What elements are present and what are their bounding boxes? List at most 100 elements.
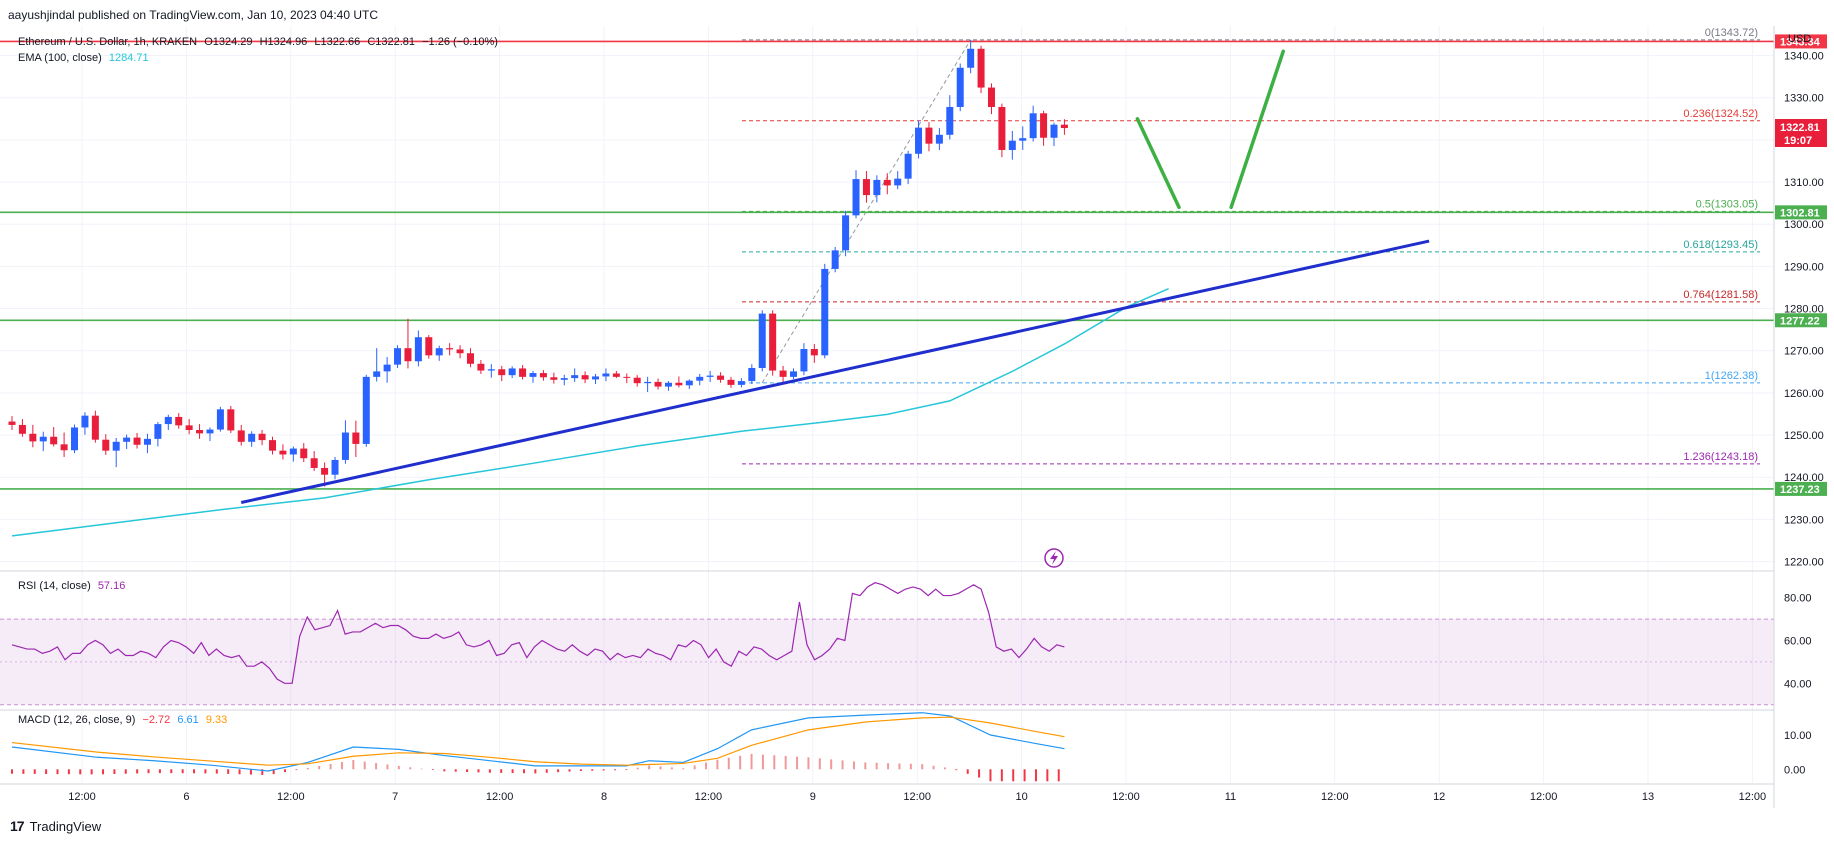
- level-price-tag: [1775, 313, 1827, 328]
- level-price-tag-label: 1302.81: [1780, 207, 1820, 219]
- candle-body: [310, 458, 318, 468]
- ema-legend[interactable]: EMA (100, close) 1284.71: [18, 52, 153, 64]
- candle-body: [946, 106, 954, 135]
- candle-body: [508, 368, 516, 376]
- candle-body: [341, 432, 349, 460]
- last-price-label: 1322.81: [1780, 122, 1820, 134]
- macd-legend[interactable]: MACD (12, 26, close, 9) −2.72 6.61 9.33: [18, 714, 231, 726]
- level-price-tag-label: 1237.23: [1780, 484, 1820, 496]
- rsi-tick-label: 60.00: [1784, 636, 1812, 648]
- macd-label: MACD (12, 26, close, 9): [18, 714, 136, 726]
- time-tick-label: 10: [1015, 791, 1027, 803]
- price-tick-label: 1280.00: [1784, 304, 1824, 316]
- candle-body: [519, 368, 527, 377]
- candle-body: [842, 215, 850, 251]
- candle-body: [352, 432, 360, 444]
- rsi-legend[interactable]: RSI (14, close) 57.16: [18, 580, 129, 592]
- candle-body: [633, 377, 641, 384]
- candle-body: [216, 409, 224, 430]
- candle-body: [769, 313, 777, 371]
- candle-body: [998, 106, 1006, 150]
- candle-body: [258, 433, 266, 441]
- candle-body: [206, 429, 214, 434]
- candle-body: [602, 373, 610, 377]
- candle-body: [50, 436, 58, 445]
- macd-value: 6.61: [177, 714, 199, 726]
- candle-body: [967, 48, 975, 68]
- candle-body: [696, 376, 704, 381]
- time-tick-label: 12:00: [68, 791, 96, 803]
- currency-label: USD: [1788, 33, 1811, 45]
- candle-body: [956, 67, 964, 107]
- candle-body: [664, 382, 672, 387]
- candle-body: [1008, 140, 1016, 150]
- macd-line: [11, 712, 1065, 772]
- candle-body: [331, 459, 339, 475]
- candle-body: [685, 380, 693, 386]
- level-price-tag-label: 1343.34: [1780, 36, 1821, 48]
- candle-body: [1050, 124, 1058, 138]
- tradingview-logo[interactable]: 17 TradingView: [10, 818, 101, 834]
- candle-body: [779, 370, 787, 377]
- candle-body: [414, 337, 422, 362]
- candle-body: [133, 437, 141, 445]
- candle-body: [269, 440, 276, 451]
- time-tick-label: 12:00: [277, 791, 305, 803]
- candle-body: [612, 373, 620, 377]
- candle-body: [71, 427, 79, 451]
- candle-body: [456, 349, 464, 354]
- macd-signal-line: [11, 716, 1065, 766]
- candle-body: [196, 429, 204, 434]
- price-tick-label: 1330.00: [1784, 93, 1824, 105]
- candle-body: [466, 353, 474, 364]
- fib-level-label: 0.764(1281.58): [1683, 289, 1758, 301]
- projection-arrow-segment: [1229, 49, 1285, 210]
- candle-body: [977, 48, 985, 88]
- time-tick-label: 12:00: [1739, 791, 1767, 803]
- candle-body: [706, 375, 714, 377]
- candle-body: [821, 268, 829, 356]
- rsi-label: RSI (14, close): [18, 580, 91, 592]
- level-price-tag: [1775, 205, 1827, 220]
- candle-body: [383, 364, 391, 372]
- candle-body: [654, 381, 662, 387]
- candle-body: [175, 416, 183, 426]
- time-tick-label: 6: [183, 791, 189, 803]
- candle-body: [935, 134, 943, 144]
- candle-body: [883, 179, 891, 186]
- price-tick-label: 1230.00: [1784, 514, 1824, 526]
- candle-body: [831, 250, 839, 269]
- macd-hist-value: −2.72: [142, 714, 171, 726]
- candle-body: [29, 433, 37, 442]
- candle-body: [915, 127, 923, 154]
- candle-body: [737, 381, 745, 385]
- rsi-line: [11, 582, 1065, 684]
- price-tick-label: 1260.00: [1784, 388, 1824, 400]
- ema-label: EMA (100, close): [18, 52, 102, 64]
- rsi-value: 57.16: [97, 580, 126, 592]
- candle-body: [1060, 124, 1068, 129]
- candle-body: [810, 349, 818, 356]
- price-tick-label: 1310.00: [1784, 177, 1824, 189]
- candle-body: [143, 438, 151, 445]
- candle-body: [164, 416, 172, 425]
- fib-level-label: 0.618(1293.45): [1683, 239, 1758, 251]
- candle-body: [446, 348, 454, 350]
- time-tick-label: 9: [810, 791, 816, 803]
- projection-arrow-segment: [1135, 117, 1181, 210]
- symbol-legend[interactable]: Ethereum / U.S. Dollar, 1h, KRAKEN O1324…: [18, 36, 502, 48]
- ema-100-line: [11, 288, 1169, 537]
- candle-body: [571, 375, 579, 379]
- candle-body: [748, 368, 756, 382]
- candle-body: [18, 424, 26, 434]
- flash-icon[interactable]: [1044, 548, 1064, 568]
- candle-body: [987, 87, 995, 107]
- candle-body: [289, 448, 297, 455]
- countdown-label: 19:07: [1784, 135, 1812, 147]
- time-tick-label: 11: [1225, 791, 1236, 803]
- candle-body: [39, 436, 47, 442]
- tradingview-brand: TradingView: [29, 818, 102, 834]
- price-tick-label: 1270.00: [1784, 346, 1824, 358]
- candle-body: [279, 450, 287, 455]
